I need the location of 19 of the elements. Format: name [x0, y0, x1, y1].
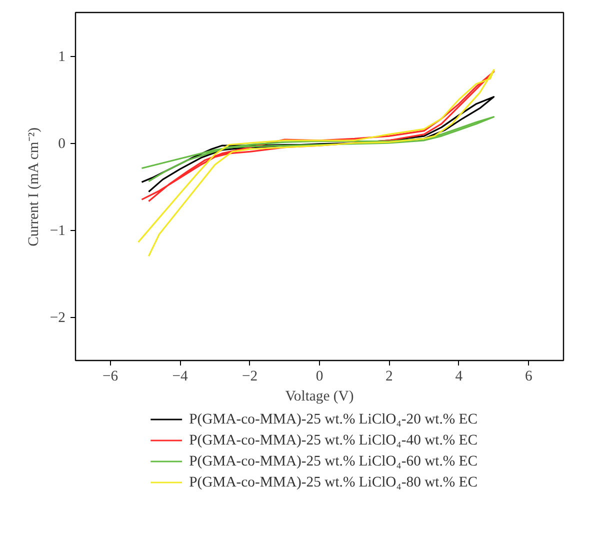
- y-tick-label: −2: [50, 310, 66, 326]
- legend-label: P(GMA-co-MMA)-25 wt.% LiClO₄-40 wt.% EC: [189, 432, 478, 448]
- legend-label: P(GMA-co-MMA)-25 wt.% LiClO₄-60 wt.% EC: [189, 454, 478, 470]
- x-axis-title: Voltage (V): [285, 388, 354, 404]
- y-tick-label: 0: [58, 136, 66, 152]
- legend-label: P(GMA-co-MMA)-25 wt.% LiClO₄-20 wt.% EC: [189, 412, 478, 428]
- x-tick-label: 0: [316, 368, 324, 384]
- y-tick-label: −1: [50, 223, 66, 239]
- x-tick-label: −2: [242, 368, 258, 384]
- x-tick-label: −6: [102, 368, 118, 384]
- line-series: [140, 116, 495, 182]
- y-axis-title: Current I (mA cm⁻²): [26, 127, 42, 246]
- line-series: [137, 69, 495, 257]
- x-tick-label: 2: [386, 368, 393, 384]
- x-tick-label: 4: [455, 368, 464, 384]
- x-tick-label: −4: [172, 368, 189, 384]
- y-tick-label: 1: [58, 49, 66, 65]
- x-tick-label: 6: [524, 368, 532, 384]
- legend-label: P(GMA-co-MMA)-25 wt.% LiClO₄-80 wt.% EC: [189, 474, 478, 490]
